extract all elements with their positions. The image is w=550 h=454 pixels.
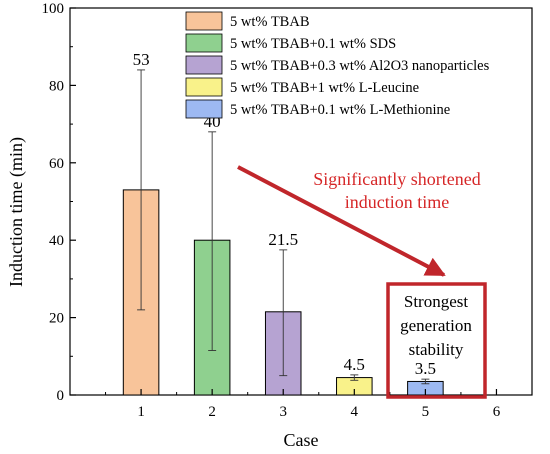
arrow-annotation-line-2: induction time [345, 192, 449, 212]
x-tick-label: 6 [493, 404, 501, 420]
y-tick-label: 40 [49, 233, 64, 249]
data-label-case-3: 21.5 [268, 230, 298, 249]
legend-swatch-5 [185, 99, 223, 119]
x-tick-label: 2 [208, 404, 216, 420]
y-tick-label: 0 [57, 388, 65, 404]
legend-label-2: 5 wt% TBAB+0.1 wt% SDS [230, 36, 396, 52]
x-tick-label: 4 [351, 404, 359, 420]
y-tick-label: 60 [49, 156, 64, 172]
y-tick-label: 100 [42, 1, 65, 17]
legend-swatch-3 [185, 55, 223, 75]
legend-swatch-4 [185, 77, 223, 97]
y-tick-label: 20 [49, 311, 64, 327]
highlight-box-line-2: generation [400, 316, 472, 335]
y-axis-title: Induction time (min) [6, 137, 27, 287]
trend-arrow [237, 165, 446, 277]
x-tick-label: 1 [137, 404, 145, 420]
x-axis-title: Case [284, 430, 319, 450]
legend: 5 wt% TBAB 5 wt% TBAB+0.1 wt% SDS 5 wt% TB… [185, 11, 490, 119]
data-label-case-1: 53 [133, 50, 150, 69]
legend-label-3: 5 wt% TBAB+0.3 wt% Al2O3 nanoparticles [230, 58, 490, 74]
x-tick-label: 5 [422, 404, 430, 420]
legend-label-1: 5 wt% TBAB [230, 14, 310, 30]
y-tick-label: 80 [49, 78, 64, 94]
highlight-box [386, 282, 487, 399]
legend-label-4: 5 wt% TBAB+1 wt% L-Leucine [230, 80, 419, 96]
legend-label-5: 5 wt% TBAB+0.1 wt% L-Methionine [230, 102, 450, 118]
data-label-case-4: 4.5 [344, 355, 365, 374]
axes-layer: 0 20 40 60 80 100 1 2 3 4 5 6 [42, 1, 501, 420]
highlight-box-line-3: stability [409, 340, 464, 359]
highlight-box-line-1: Strongest [404, 292, 469, 311]
arrow-annotation-line-1: Significantly shortened [313, 169, 480, 189]
legend-swatch-2 [185, 33, 223, 53]
legend-swatch-1 [185, 11, 223, 31]
data-label-case-5: 3.5 [415, 359, 436, 378]
x-tick-label: 3 [279, 404, 287, 420]
annotations: Significantly shortened induction time Str… [237, 165, 487, 399]
